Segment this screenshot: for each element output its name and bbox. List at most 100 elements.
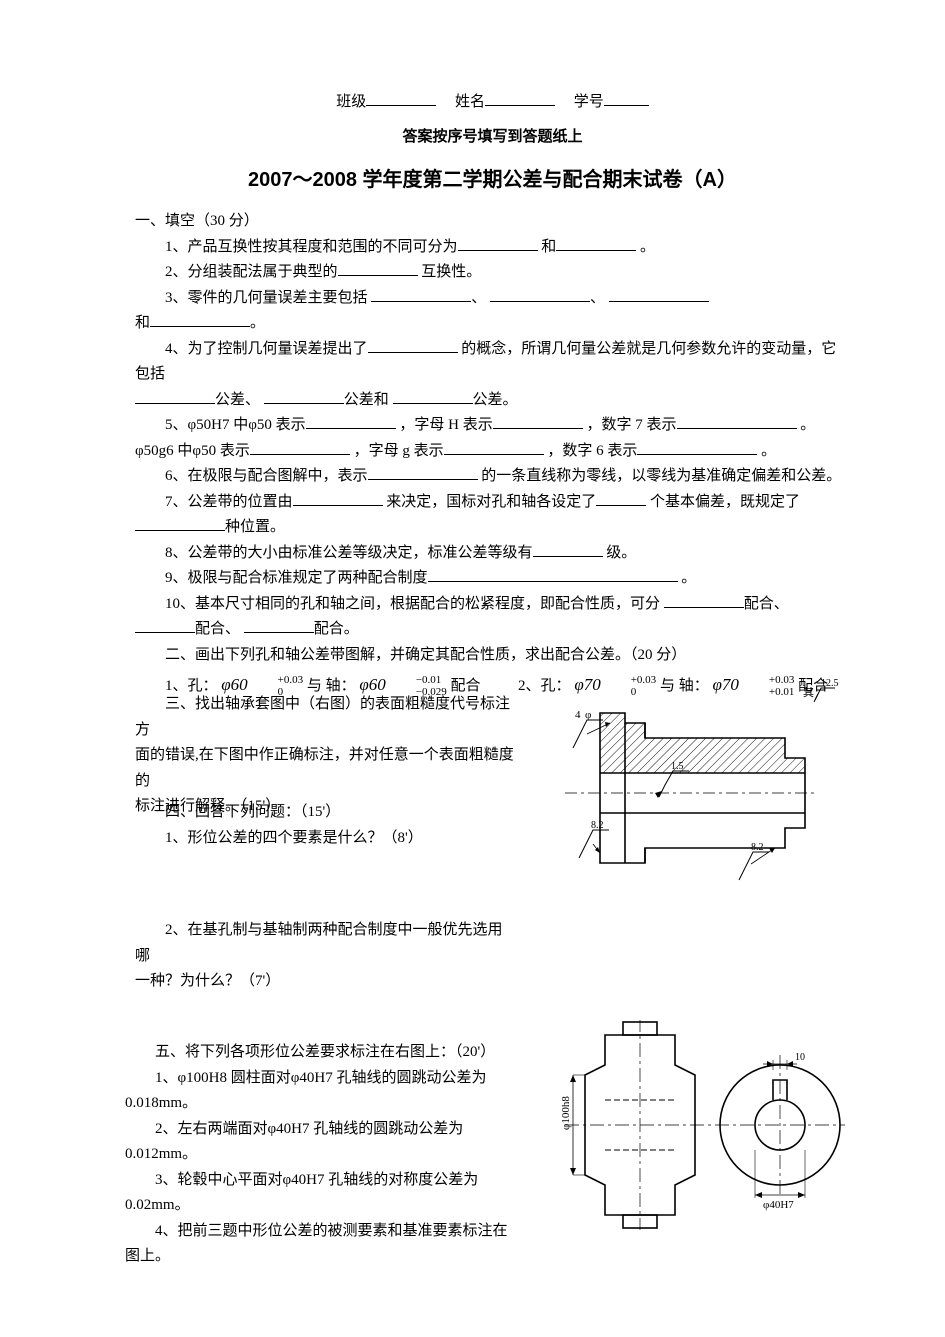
t: 1.5 [671, 761, 684, 772]
id-label: 学号 [574, 94, 604, 110]
name-label: 姓名 [455, 94, 485, 110]
t: 级。 [606, 545, 636, 561]
t: 。 [800, 417, 815, 433]
name-blank [485, 90, 555, 106]
q5-4b: 图上。 [125, 1244, 525, 1270]
header-line: 班级 姓名 学号 [135, 90, 850, 116]
b [596, 490, 646, 506]
q4-1: 1、形位公差的四个要素是什么？（8'） [135, 826, 515, 852]
q1-7: 7、公差带的位置由 来决定，国标对孔和轴各设定了 个基本偏差，既规定了 [135, 490, 850, 516]
t: 7、公差带的位置由 [165, 494, 293, 510]
t: 配合、 [744, 596, 789, 612]
b [677, 413, 797, 429]
t: 和 [135, 315, 150, 331]
q1-1a: 1、产品互换性按其程度和范围的不同可分为 [165, 239, 458, 255]
t: 10、基本尺寸相同的孔和轴之间，根据配合的松紧程度，即配合性质，可分 [165, 596, 660, 612]
t: 。 [250, 315, 265, 331]
q5-3a: 3、轮毂中心平面对φ40H7 孔轴线的对称度公差为 [125, 1168, 525, 1194]
q1-1b: 和 [541, 239, 556, 255]
b [637, 439, 757, 455]
q5-3b: 0.02mm。 [125, 1193, 525, 1219]
t: 8、公差带的大小由标准公差等级决定，标准公差等级有 [165, 545, 533, 561]
q1-5-cont: φ50g6 中φ50 表示 ，字母 g 表示 ，数字 6 表示 。 [135, 439, 850, 465]
q4-block: 四、回答下列问题：（15'） 1、形位公差的四个要素是什么？（8'） [135, 800, 515, 851]
q1-5: 5、φ50H7 中φ50 表示 ，字母 H 表示 ，数字 7 表示 。 [135, 413, 850, 439]
b [556, 235, 636, 251]
q1-2b: 互换性。 [421, 264, 481, 280]
t: φ40H7 [763, 1199, 794, 1211]
t: 公差、 [215, 392, 260, 408]
t: −0.01 [386, 675, 447, 687]
q4-2-block: 2、在基孔制与基轴制两种配合制度中一般优先选用哪 一种？为什么？（7'） [135, 918, 515, 995]
q5-4a: 4、把前三题中形位公差的被测要素和基准要素标注在 [125, 1219, 525, 1245]
t: φ50g6 中φ50 表示 [135, 443, 250, 459]
q1-7-cont: 种位置。 [135, 515, 850, 541]
t: 个基本偏差，既规定了 [650, 494, 800, 510]
t: 、 [590, 290, 605, 306]
t: ，字母 H 表示 [399, 417, 492, 433]
q1-1: 1、产品互换性按其程度和范围的不同可分为 和 。 [135, 235, 850, 261]
q4-2b: 一种？为什么？（7'） [135, 969, 515, 995]
t: 9、极限与配合标准规定了两种配合制度 [165, 570, 428, 586]
q3-l2: 面的错误,在下图中作正确标注，并对任意一个表面粗糙度的 [135, 743, 515, 794]
main-content: 班级 姓名 学号 答案按序号填写到答题纸上 2007～2008 学年度第二学期公… [135, 90, 850, 702]
b [533, 541, 603, 557]
b [490, 286, 590, 302]
q1-4: 4、为了控制几何量误差提出了 的概念，所谓几何量公差就是几何参数允许的变动量，它… [135, 337, 850, 388]
figure-wheel-hub: φ100h8 10 [545, 1020, 855, 1230]
t: 6、在极限与配合图解中，表示 [165, 468, 368, 484]
b [135, 515, 225, 531]
t: ，数字 6 表示 [547, 443, 637, 459]
q1-10-cont: 配合、 配合。 [135, 617, 850, 643]
t: 公差和 [344, 392, 389, 408]
q1-3: 3、零件的几何量误差主要包括 、 、 [135, 286, 850, 312]
id-blank [604, 90, 649, 106]
b [444, 439, 544, 455]
t: 种位置。 [225, 519, 285, 535]
b [393, 388, 473, 404]
b [135, 617, 195, 633]
q1-4-cont: 公差、 公差和 公差。 [135, 388, 850, 414]
t: 5、φ50H7 中φ50 表示 [165, 417, 306, 433]
q5-1a: 1、φ100H8 圆柱面对φ40H7 孔轴线的圆跳动公差为 [125, 1066, 525, 1092]
q1-3-cont: 和。 [135, 311, 850, 337]
b [306, 413, 396, 429]
t: ，字母 g 表示 [354, 443, 444, 459]
q3-l1: 三、找出轴承套图中（右图）的表面粗糙度代号标注方 [135, 692, 515, 743]
b [609, 286, 709, 302]
t: 3、零件的几何量误差主要包括 [165, 290, 368, 306]
q1-2: 2、分组装配法属于典型的 互换性。 [135, 260, 850, 286]
b [150, 311, 250, 327]
t: 。 [761, 443, 776, 459]
t: 其 [803, 686, 814, 699]
t: 的一条直线称为零线，以零线为基准确定偏差和公差。 [481, 468, 841, 484]
b [244, 617, 314, 633]
q1-9: 9、极限与配合标准规定了两种配合制度 。 [135, 566, 850, 592]
b [135, 388, 215, 404]
b [493, 413, 583, 429]
t: +0.03 [248, 675, 303, 687]
b [293, 490, 383, 506]
bearing-sleeve-svg: 其 12.5 [545, 678, 845, 893]
t: φ [585, 709, 591, 721]
exam-title: 2007～2008 学年度第二学期公差与配合期末试卷（A） [135, 163, 850, 197]
q1-heading: 一、填空（30 分） [135, 209, 850, 235]
q5-1b: 0.018mm。 [125, 1091, 525, 1117]
class-blank [366, 90, 436, 106]
b [371, 286, 471, 302]
q5-2b: 0.012mm。 [125, 1142, 525, 1168]
q2-heading: 二、画出下列孔和轴公差带图解，并确定其配合性质，求出配合公差。（20 分） [135, 643, 850, 669]
q5-2a: 2、左右两端面对φ40H7 孔轴线的圆跳动公差为 [125, 1117, 525, 1143]
t: 8.2 [751, 842, 764, 853]
b [368, 464, 478, 480]
class-label: 班级 [336, 94, 366, 110]
t: 来决定，国标对孔和轴各设定了 [386, 494, 596, 510]
q1-10: 10、基本尺寸相同的孔和轴之间，根据配合的松紧程度，即配合性质，可分 配合、 [135, 592, 850, 618]
t: ，数字 7 表示 [587, 417, 677, 433]
b [368, 337, 458, 353]
page: 班级 姓名 学号 答案按序号填写到答题纸上 2007～2008 学年度第二学期公… [0, 0, 945, 1337]
t: 配合、 [195, 621, 240, 637]
b [458, 235, 538, 251]
t: 配合。 [314, 621, 359, 637]
q1-1c: 。 [640, 239, 655, 255]
